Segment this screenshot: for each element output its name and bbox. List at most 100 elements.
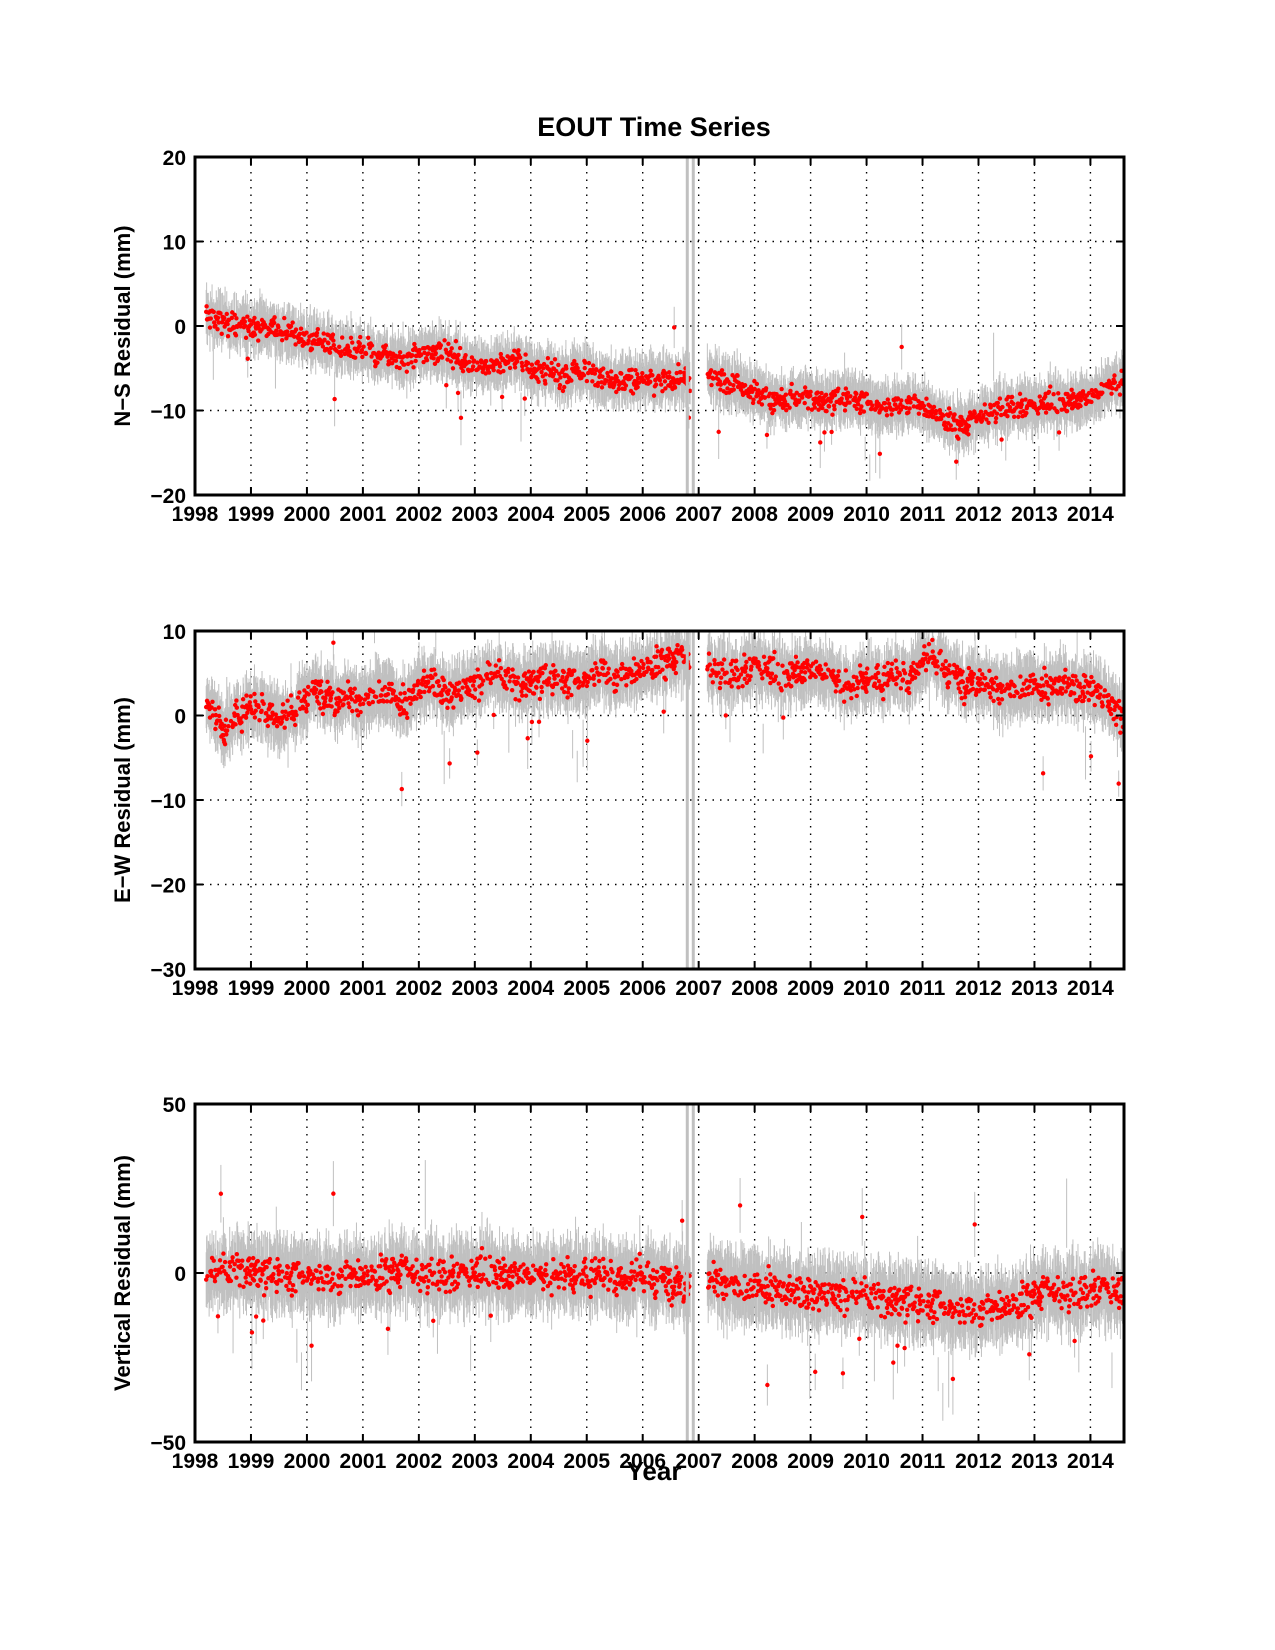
- data-point: [446, 341, 451, 346]
- data-point: [516, 348, 521, 353]
- data-point: [828, 399, 833, 404]
- data-point: [322, 337, 327, 342]
- data-point: [736, 380, 742, 386]
- data-point: [1071, 391, 1076, 397]
- data-point: [271, 320, 277, 326]
- data-point: [306, 338, 311, 343]
- data-point: [211, 309, 216, 315]
- data-point: [1000, 404, 1005, 410]
- data-point: [802, 385, 808, 390]
- data-point: [911, 404, 917, 409]
- data-point: [1069, 387, 1074, 392]
- data-point: [938, 416, 944, 422]
- data-point: [331, 342, 336, 348]
- data-point: [455, 390, 461, 396]
- y-tick-label: 10: [163, 232, 186, 255]
- data-point: [243, 335, 249, 341]
- data-point: [797, 398, 802, 403]
- figure-title: EOUT Time Series: [537, 112, 771, 142]
- data-point: [1117, 392, 1123, 397]
- data-point: [592, 371, 598, 376]
- data-point: [676, 380, 682, 386]
- data-point: [1100, 390, 1105, 395]
- data-point: [884, 406, 889, 411]
- data-point: [523, 352, 528, 357]
- data-point: [411, 365, 416, 370]
- data-point: [1037, 394, 1042, 399]
- data-point: [993, 419, 998, 425]
- data-point: [369, 354, 374, 359]
- data-point: [657, 378, 663, 383]
- data-point: [475, 360, 480, 365]
- data-point: [245, 314, 250, 319]
- data-point: [882, 401, 888, 406]
- data-point: [721, 372, 727, 377]
- data-point: [1051, 391, 1056, 397]
- data-point: [541, 366, 546, 371]
- data-point: [993, 415, 999, 421]
- data-point: [616, 386, 621, 392]
- data-point: [988, 405, 993, 410]
- data-point: [572, 358, 577, 364]
- data-point: [952, 427, 958, 432]
- data-point: [497, 364, 503, 369]
- data-point: [948, 411, 953, 416]
- data-point: [467, 359, 472, 365]
- data-point: [360, 354, 365, 360]
- data-point: [442, 338, 447, 343]
- data-point: [242, 319, 248, 324]
- data-point: [842, 408, 848, 413]
- data-point: [293, 327, 299, 332]
- data-point: [904, 405, 909, 411]
- data-point: [413, 358, 418, 364]
- data-point: [421, 359, 426, 365]
- data-point: [921, 403, 927, 409]
- data-point: [339, 349, 344, 354]
- data-point: [1043, 410, 1049, 415]
- data-point: [444, 383, 449, 388]
- data-point: [614, 389, 619, 395]
- ns-residual-panel: 1998 1999 2000 2001 2002 2003 2004 2005 2006 2007…: [110, 147, 1126, 526]
- data-point: [552, 357, 558, 362]
- data-point: [522, 396, 527, 401]
- data-point: [808, 389, 813, 395]
- data-point: [470, 364, 476, 369]
- data-point: [331, 338, 336, 343]
- data-point: [243, 323, 248, 329]
- data-point: [787, 405, 792, 410]
- data-point: [756, 399, 762, 405]
- data-point: [460, 368, 466, 374]
- data-point: [824, 408, 829, 414]
- data-point: [582, 365, 587, 371]
- data-point: [361, 344, 366, 349]
- data-point: [708, 368, 714, 373]
- data-point: [457, 345, 463, 351]
- y-tick-label: 0: [174, 316, 186, 339]
- data-point: [449, 346, 454, 351]
- data-point: [802, 400, 807, 406]
- data-point: [594, 367, 599, 373]
- ew-residual-panel: 1998 1999 2000 2001 2002 2003 2004 2005 2006 2007…: [110, 621, 1126, 1000]
- data-point: [332, 396, 337, 402]
- data-point: [848, 394, 853, 399]
- data-point: [256, 338, 261, 343]
- data-point: [616, 378, 621, 384]
- data-point: [328, 345, 334, 351]
- data-point: [752, 378, 757, 384]
- data-point: [718, 387, 723, 392]
- data-point: [248, 322, 254, 327]
- data-point: [855, 402, 861, 407]
- data-point: [599, 385, 605, 390]
- data-point: [663, 371, 668, 376]
- data-point: [339, 335, 345, 340]
- data-point: [660, 389, 665, 394]
- data-point: [315, 326, 321, 332]
- data-point: [393, 358, 399, 363]
- data-point: [818, 440, 823, 445]
- data-point: [519, 360, 525, 366]
- data-point: [764, 432, 770, 438]
- data-point: [293, 342, 298, 347]
- data-point: [458, 415, 464, 421]
- data-point: [337, 344, 342, 350]
